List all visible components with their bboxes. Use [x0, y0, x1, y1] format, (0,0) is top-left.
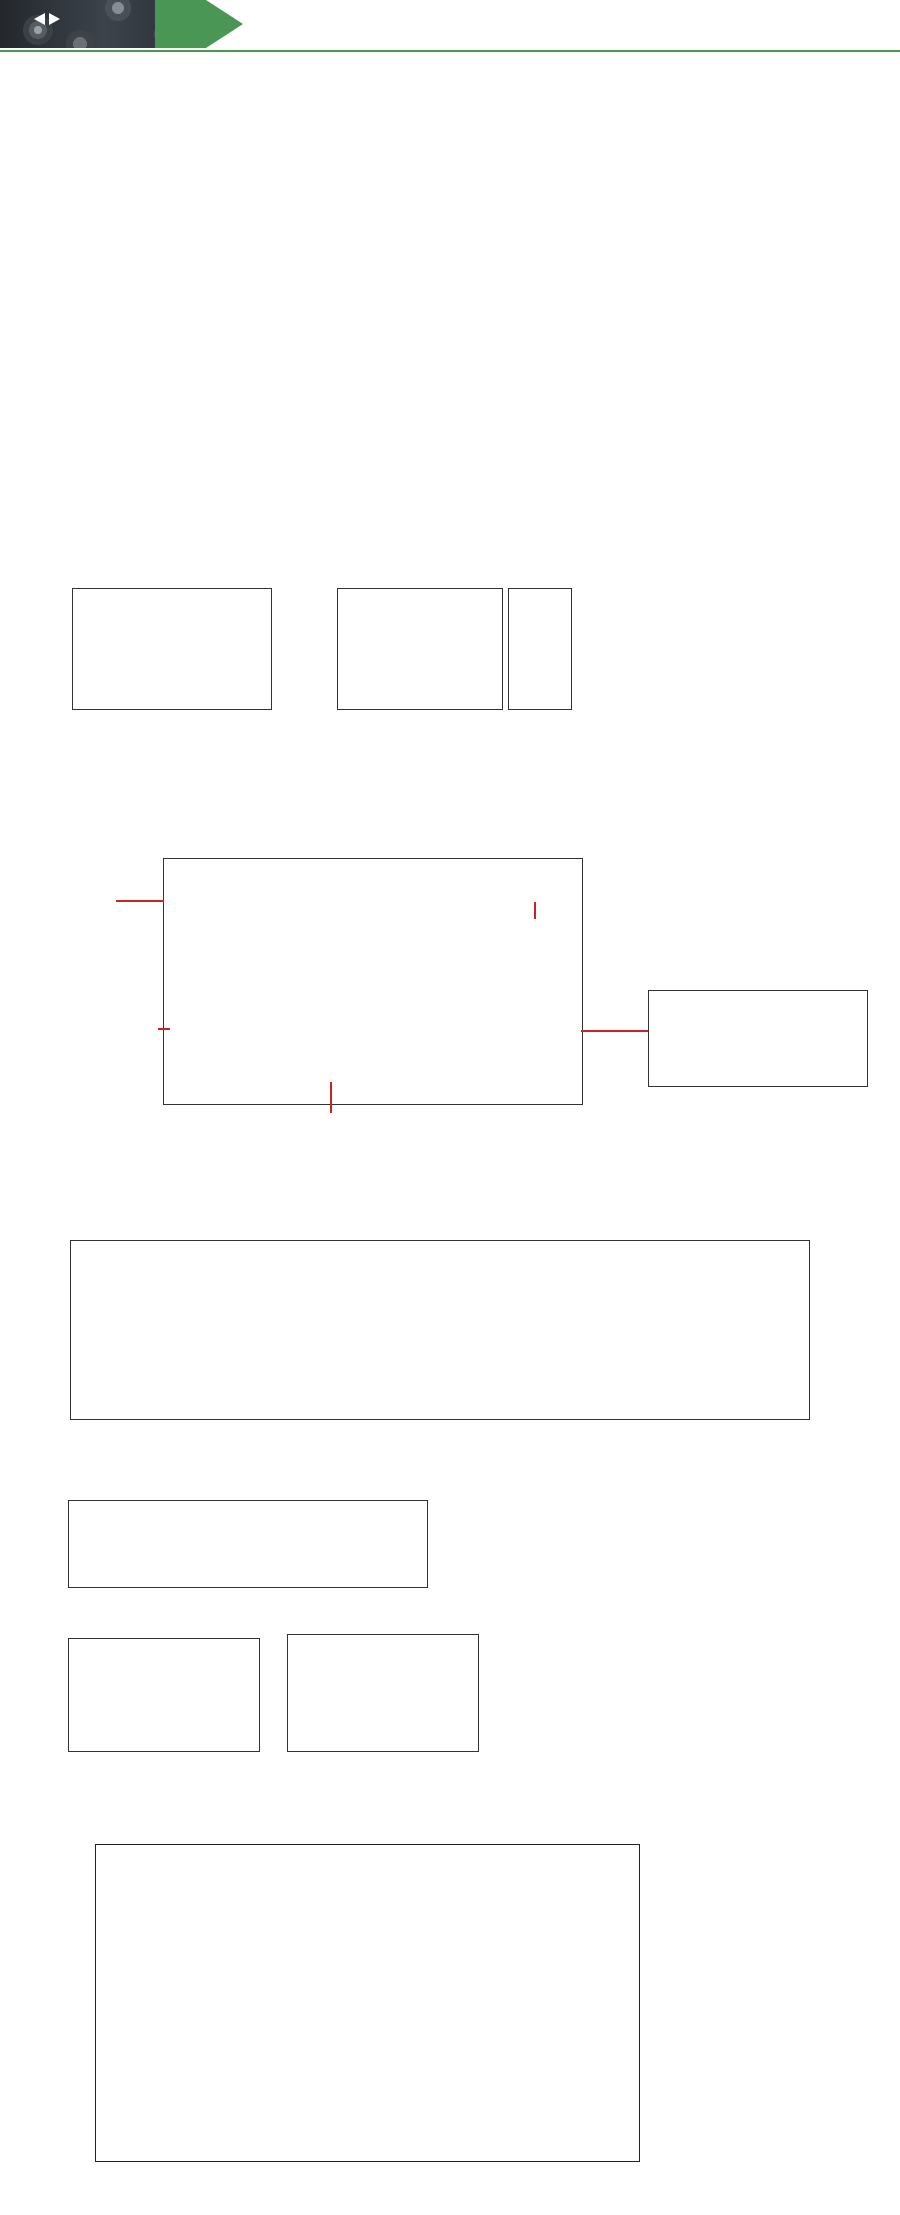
annotation-line-drawing-guide	[330, 1082, 332, 1113]
annotation-line-summary	[116, 900, 164, 902]
header-divider	[0, 50, 900, 52]
screenshot-pie-chart	[68, 1638, 260, 1752]
screenshot-multi-dimension-visual	[648, 990, 868, 1087]
quality-report-document	[95, 1844, 640, 2162]
screenshot-measuring-tools	[72, 588, 272, 710]
annotation-line-tolerance	[534, 902, 536, 919]
screenshot-workpiece-drawing	[508, 588, 572, 710]
logo-left-arrow-icon	[34, 13, 45, 25]
screenshot-run-chart	[287, 1634, 479, 1752]
annotation-line-measured-value	[158, 1028, 170, 1030]
logo-right-arrow-icon	[49, 13, 60, 25]
brand-logo	[34, 13, 60, 25]
screenshot-control-plan	[337, 588, 503, 710]
annotation-line-switching	[581, 1030, 649, 1032]
screenshot-data-management	[70, 1240, 810, 1420]
screenshot-spc-table	[68, 1500, 428, 1588]
screenshot-acquisition-interface	[163, 858, 583, 1105]
brand-arrow-shape	[155, 0, 243, 48]
